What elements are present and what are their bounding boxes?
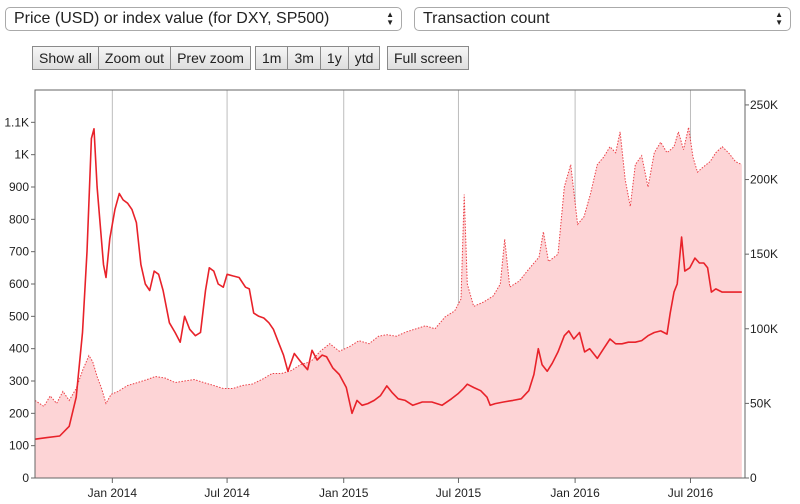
secondary-axis-select-label: Transaction count: [423, 10, 550, 27]
left-tick-label: 1.1K: [4, 115, 29, 129]
left-tick-label: 400: [9, 342, 29, 356]
right-tick-label: 100K: [750, 322, 778, 336]
price-series: [34, 128, 742, 440]
x-tick-label: Jul 2014: [204, 486, 250, 500]
transaction-area-fill: [35, 127, 742, 479]
x-tick-label: Jan 2014: [88, 486, 138, 500]
right-tick-label: 150K: [750, 247, 778, 261]
right-tick-label: 250K: [750, 98, 778, 112]
select-arrows-icon: ▲ ▼: [386, 10, 394, 27]
x-tick-label: Jan 2015: [319, 486, 369, 500]
range-ytd-button[interactable]: ytd: [348, 47, 380, 69]
zoom-button-group: Show all Zoom out Prev zoom: [32, 46, 251, 70]
show-all-button[interactable]: Show all: [33, 47, 99, 69]
left-tick-label: 700: [9, 245, 29, 259]
x-axis-ticks: Jan 2014 Jul 2014 Jan 2015 Jul 2015 Jan 2016…: [88, 478, 714, 500]
transaction-count-line: [34, 127, 743, 408]
range-button-group: 1m 3m 1y ytd: [255, 46, 381, 70]
right-tick-label: 0: [750, 471, 757, 485]
range-1y-button[interactable]: 1y: [320, 47, 349, 69]
secondary-axis-select[interactable]: Transaction count ▲ ▼: [414, 7, 791, 31]
price-axis-select-label: Price (USD) or index value (for DXY, SP5…: [14, 10, 330, 27]
left-tick-label: 600: [9, 277, 29, 291]
left-tick-label: 0: [22, 471, 29, 485]
left-tick-label: 1K: [14, 148, 29, 162]
left-axis-ticks: 0 100 200 300 400 500 600 700 800 900 1K 1.1K: [4, 115, 35, 485]
left-tick-label: 200: [9, 406, 29, 420]
zoom-out-button[interactable]: Zoom out: [98, 47, 172, 69]
transaction-area: [34, 127, 743, 479]
full-screen-button[interactable]: Full screen: [388, 47, 469, 69]
right-axis-ticks: 0 50K 100K 150K 200K 250K: [745, 98, 778, 485]
right-tick-label: 200K: [750, 173, 778, 187]
left-tick-label: 500: [9, 309, 29, 323]
x-tick-label: Jan 2016: [550, 486, 600, 500]
select-arrows-icon: ▲ ▼: [775, 10, 783, 27]
left-tick-label: 300: [9, 374, 29, 388]
fullscreen-button-group: Full screen: [387, 46, 470, 70]
left-tick-label: 100: [9, 439, 29, 453]
price-line: [34, 128, 742, 440]
right-tick-label: 50K: [750, 396, 771, 410]
prev-zoom-button[interactable]: Prev zoom: [171, 47, 250, 69]
range-1m-button[interactable]: 1m: [256, 47, 289, 69]
price-axis-select[interactable]: Price (USD) or index value (for DXY, SP5…: [5, 7, 402, 31]
left-tick-label: 800: [9, 212, 29, 226]
x-tick-label: Jul 2016: [668, 486, 714, 500]
left-tick-label: 900: [9, 180, 29, 194]
x-tick-label: Jul 2015: [436, 486, 482, 500]
range-3m-button[interactable]: 3m: [288, 47, 321, 69]
